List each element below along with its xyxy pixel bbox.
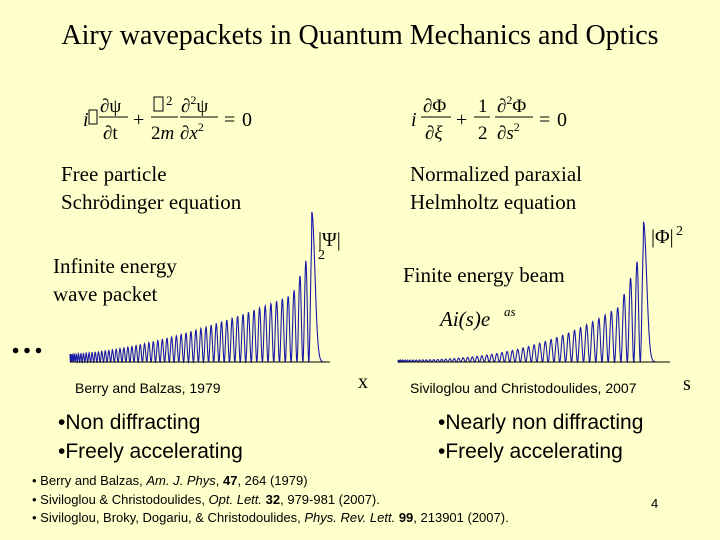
left-airy-plot (69, 211, 330, 365)
svg-text:∂x2: ∂x2 (180, 120, 204, 144)
left-x-label: x (358, 371, 368, 393)
right-airy-curve (397, 221, 662, 365)
left-bullets: Non diffracting Freely accelerating (58, 408, 243, 466)
svg-text:Ai(s)e: Ai(s)e (438, 307, 490, 331)
right-bullet-2: Freely accelerating (438, 437, 643, 466)
left-bullet-1: Non diffracting (58, 408, 243, 437)
svg-text:i: i (83, 109, 89, 131)
helmholtz-equation: i ∂Φ ∂ξ + 1 2 ∂2Φ ∂s2 = 0 (411, 93, 567, 144)
svg-text:0: 0 (242, 109, 252, 131)
svg-text:∂t: ∂t (103, 123, 118, 144)
right-bullet-1: Nearly non diffracting (438, 408, 643, 437)
svg-text:=: = (539, 109, 550, 131)
right-y-label: |Φ| (651, 226, 674, 248)
svg-text:2: 2 (478, 123, 488, 144)
slide-number: 4 (651, 496, 658, 511)
left-y-label-exp: 2 (318, 248, 325, 263)
svg-text:∂ξ: ∂ξ (425, 123, 443, 144)
references: • Berry and Balzas, Am. J. Phys, 47, 264… (32, 472, 509, 528)
ellipsis-marker: … (10, 324, 46, 361)
left-y-label: |Ψ| (318, 229, 341, 251)
svg-text:∂2ψ: ∂2ψ (181, 93, 208, 117)
right-equation-name: Normalized paraxial Helmholtz equation (410, 162, 582, 214)
svg-text:1: 1 (478, 96, 488, 117)
infinite-energy-label: Infinite energy wave packet (53, 254, 177, 306)
finite-energy-label: Finite energy beam (403, 263, 565, 287)
right-airy-plot (397, 221, 670, 365)
svg-text:as: as (504, 304, 516, 319)
svg-text:2m: 2m (151, 123, 174, 144)
left-citation: Berry and Balzas, 1979 (75, 380, 221, 396)
left-bullet-2: Freely accelerating (58, 437, 242, 466)
right-bullets: Nearly non diffracting Freely accelerati… (438, 408, 643, 466)
svg-text:∂Φ: ∂Φ (423, 96, 446, 117)
airy-formula: Ai(s)e as (438, 304, 516, 331)
reference-1: • Berry and Balzas, Am. J. Phys, 47, 264… (32, 473, 308, 488)
svg-text:2: 2 (166, 93, 173, 108)
svg-text:∂s2: ∂s2 (497, 120, 520, 144)
svg-text:0: 0 (557, 109, 567, 131)
svg-text:=: = (224, 109, 235, 131)
svg-text:+: + (133, 109, 144, 131)
right-y-label-exp: 2 (676, 224, 683, 239)
schrodinger-equation: i ∂ψ ∂t + 2 2m ∂2ψ ∂x2 = 0 (83, 93, 252, 144)
reference-3: • Siviloglou, Broky, Dogariu, & Christod… (32, 510, 509, 525)
svg-text:∂2Φ: ∂2Φ (497, 93, 526, 117)
right-x-label: s (683, 373, 691, 395)
svg-text:+: + (456, 109, 467, 131)
reference-2: • Siviloglou & Christodoulides, Opt. Let… (32, 491, 380, 507)
svg-text:∂ψ: ∂ψ (100, 96, 121, 117)
svg-text:i: i (411, 109, 417, 131)
left-airy-curve (69, 211, 330, 365)
left-equation-name: Free particle Schrödinger equation (61, 162, 242, 214)
slide-title: Airy wavepackets in Quantum Mechanics an… (61, 20, 659, 51)
right-citation: Siviloglou and Christodoulides, 2007 (410, 380, 637, 396)
